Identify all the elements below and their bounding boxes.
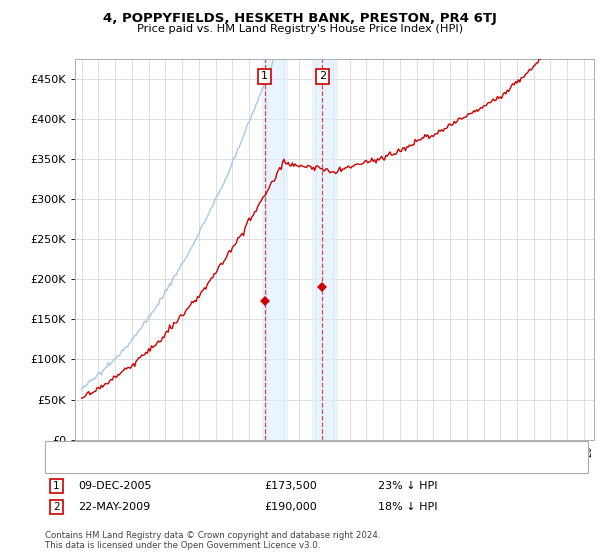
Text: Price paid vs. HM Land Registry's House Price Index (HPI): Price paid vs. HM Land Registry's House … [137, 24, 463, 34]
Bar [262, 59, 287, 440]
Text: HPI: Average price, detached house, West Lancashire: HPI: Average price, detached house, West… [91, 459, 352, 469]
Text: 18% ↓ HPI: 18% ↓ HPI [378, 502, 437, 512]
Text: Contains HM Land Registry data © Crown copyright and database right 2024.
This d: Contains HM Land Registry data © Crown c… [45, 530, 380, 550]
Text: 23% ↓ HPI: 23% ↓ HPI [378, 481, 437, 491]
Text: £190,000: £190,000 [264, 502, 317, 512]
Text: 4, POPPYFIELDS, HESKETH BANK, PRESTON, PR4 6TJ (detached house): 4, POPPYFIELDS, HESKETH BANK, PRESTON, P… [91, 445, 435, 455]
Text: 1: 1 [53, 481, 60, 491]
Text: 22-MAY-2009: 22-MAY-2009 [78, 502, 150, 512]
Bar [312, 59, 337, 440]
Text: 09-DEC-2005: 09-DEC-2005 [78, 481, 151, 491]
Text: 4, POPPYFIELDS, HESKETH BANK, PRESTON, PR4 6TJ: 4, POPPYFIELDS, HESKETH BANK, PRESTON, P… [103, 12, 497, 25]
Text: 1: 1 [261, 72, 268, 81]
Text: £173,500: £173,500 [264, 481, 317, 491]
Text: 2: 2 [319, 72, 326, 81]
Text: 2: 2 [53, 502, 60, 512]
